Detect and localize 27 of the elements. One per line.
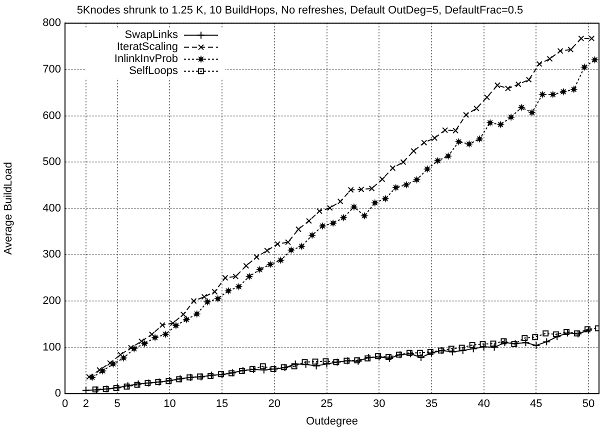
x-tick-label: 35 — [425, 398, 438, 410]
chart-title: 5Knodes shrunk to 1.25 K, 10 BuildHops, No refreshes, Default OutDeg=5, DefaultFrac=0.5 — [76, 4, 524, 17]
x-tick-label: 50 — [582, 398, 595, 410]
y-tick-label: 300 — [42, 248, 61, 261]
y-tick-label: 100 — [42, 341, 61, 354]
y-tick-label: 200 — [42, 295, 61, 308]
x-tick-label: 20 — [268, 398, 281, 410]
y-tick-label: 500 — [42, 156, 61, 168]
y-axis-title: Average BuildLoad — [2, 162, 15, 255]
x-tick-label: 45 — [530, 398, 542, 410]
y-tick-label: 700 — [42, 64, 61, 76]
x-tick-label: 40 — [478, 398, 490, 410]
x-tick-label: 10 — [164, 398, 176, 410]
y-tick-label: 0 — [54, 388, 61, 400]
x-tick-label: 30 — [372, 398, 386, 410]
legend-label: SwapLinks — [124, 29, 178, 42]
x-axis-title: Outdegree — [306, 415, 358, 428]
legend-label: SelfLoops — [129, 65, 178, 78]
x-tick-label: 2 — [82, 398, 90, 410]
y-tick-label: 600 — [42, 110, 61, 122]
x-tick-label: 5 — [114, 398, 120, 410]
legend-label: IteratScaling — [116, 41, 178, 54]
x-tick-label: 15 — [216, 398, 228, 410]
legend-label: InlinkInvProb — [114, 53, 178, 66]
y-tick-label: 800 — [42, 17, 61, 30]
y-tick-label: 400 — [42, 202, 61, 214]
x-tick-label: 25 — [320, 398, 333, 410]
